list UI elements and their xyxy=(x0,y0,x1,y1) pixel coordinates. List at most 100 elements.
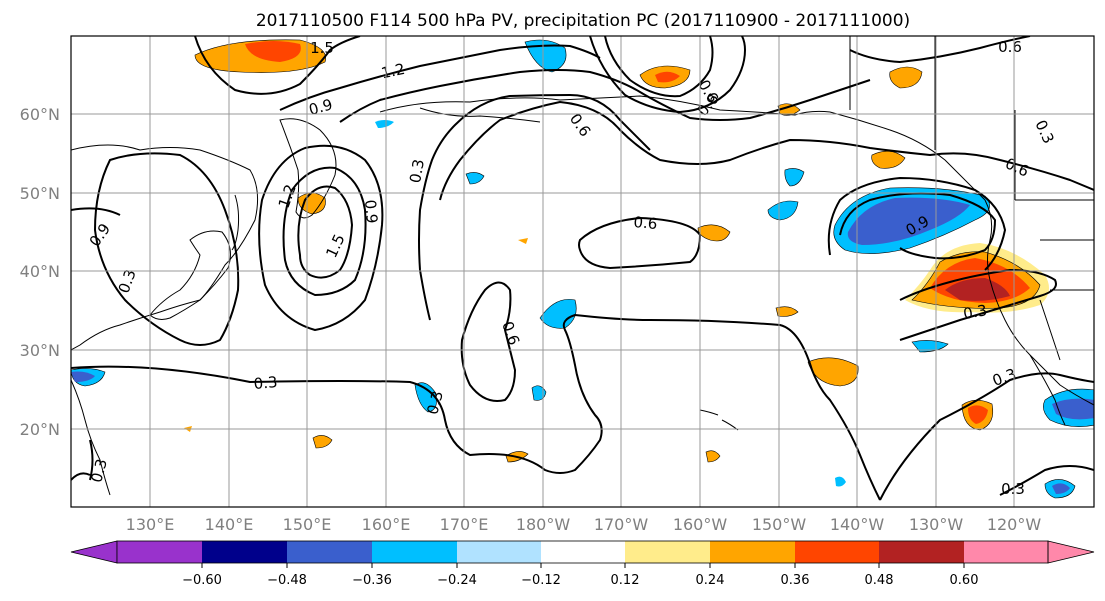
coastline-alaska xyxy=(379,95,831,116)
lon-label: 160°E xyxy=(362,515,411,534)
coastline-borders xyxy=(849,36,1094,361)
coastline-nw-america xyxy=(829,111,1094,406)
colorbar-segment xyxy=(964,541,1048,563)
map-panel: 1.5 1.2 0.9 0.6 0.3 0.6 0.3 0.9 0.3 0.6 … xyxy=(71,36,1094,507)
contour-1.5-top xyxy=(194,36,361,95)
coastline-philippines xyxy=(71,379,111,496)
lon-label: 170°E xyxy=(440,515,489,534)
precip-area-neg-3 xyxy=(784,168,805,187)
colorbar-tick-label: −0.36 xyxy=(352,573,392,588)
lon-label: 130°W xyxy=(909,515,964,534)
contour-label: 0.3 xyxy=(87,457,111,485)
colorbar: −0.60 −0.48 −0.36 −0.24 −0.12 0.12 0.24 … xyxy=(70,540,1095,588)
coastline-japan xyxy=(149,230,231,320)
contour-0.6-gulf xyxy=(827,176,1007,271)
colorbar-tick-label: 0.12 xyxy=(611,573,640,588)
lat-label: 60°N xyxy=(20,105,60,124)
lon-label: 150°E xyxy=(283,515,332,534)
contour-0.9-north xyxy=(339,69,871,123)
lat-label: 40°N xyxy=(20,262,60,281)
colorbar-segment xyxy=(795,541,879,563)
contour-0.3-west-coast xyxy=(899,268,1057,341)
gridlines xyxy=(71,36,1094,507)
colorbar-tick-label: −0.24 xyxy=(437,573,477,588)
lat-label: 50°N xyxy=(20,184,60,203)
contour-label: 0.3 xyxy=(406,158,428,185)
colorbar-frame xyxy=(116,540,1049,564)
latitude-labels: 60°N 50°N 40°N 30°N 20°N xyxy=(20,105,60,439)
precip-area-neg-2 xyxy=(767,200,799,221)
lat-label: 20°N xyxy=(20,420,60,439)
contour-1.5-arctic xyxy=(604,36,714,98)
coastline-aleutians xyxy=(419,107,541,123)
contour-0.3-south-right xyxy=(999,465,1094,496)
contour-0.9-kamchatka xyxy=(258,144,384,332)
precip-area-small-1 xyxy=(312,435,333,449)
lon-label: 150°W xyxy=(752,515,807,534)
contour-0.6-north xyxy=(439,100,1094,201)
contour-label: 0.9 xyxy=(361,199,381,224)
lon-label: 180°W xyxy=(516,515,571,534)
contour-1.2-kamchatka xyxy=(282,166,367,297)
precip-area-small-2 xyxy=(775,306,799,317)
contour-0.9-gulf xyxy=(839,192,997,260)
colorbar-tick-label: 0.60 xyxy=(950,573,979,588)
lon-label: 160°W xyxy=(673,515,728,534)
colorbar-segment xyxy=(287,541,372,563)
colorbar-tick-label: −0.60 xyxy=(182,573,222,588)
colorbar-segment xyxy=(625,541,710,563)
lon-label: 120°W xyxy=(987,515,1042,534)
contour-0.6-mid xyxy=(578,216,702,270)
contour-0.3-east xyxy=(879,372,1094,501)
contour-0.9-japan-left xyxy=(71,207,121,216)
contour-label: 0.6 xyxy=(998,38,1022,56)
colorbar-segment xyxy=(117,541,202,563)
contour-label: 0.3 xyxy=(1001,480,1025,498)
contour-label: 0.6 xyxy=(633,213,658,233)
contour-0.3-south xyxy=(71,313,881,501)
colorbar-tick-label: 0.24 xyxy=(696,573,725,588)
pv-contours xyxy=(71,36,1094,501)
contour-0.9-east-top xyxy=(849,36,1031,64)
contour-1.5-kamchatka xyxy=(297,185,354,279)
contour-0.9-japan xyxy=(93,152,240,346)
colorbar-segment xyxy=(541,541,625,563)
longitude-labels: 130°E 140°E 150°E 160°E 170°E 180°W 170°… xyxy=(126,515,1042,534)
colorbar-segment xyxy=(457,541,541,563)
colorbar-segment xyxy=(879,541,964,563)
precip-area-neg-10 xyxy=(911,340,949,353)
lon-label: 170°W xyxy=(594,515,649,534)
coastline-baja xyxy=(1029,354,1066,426)
contour-1.2-north xyxy=(279,44,601,111)
contour-label: 0.3 xyxy=(423,389,447,417)
colorbar-segment xyxy=(710,541,795,563)
precip-area-neg-north xyxy=(524,39,567,73)
coastline-kamchatka xyxy=(279,118,337,219)
contour-0.6-south-loop xyxy=(460,281,517,402)
precip-area-yukon xyxy=(889,66,923,89)
map-frame xyxy=(70,35,1095,508)
lon-label: 140°E xyxy=(205,515,254,534)
contour-label: 0.9 xyxy=(307,95,335,119)
colorbar-segment xyxy=(372,541,457,563)
colorbar-ticks xyxy=(201,563,965,568)
contour-label: 1.5 xyxy=(310,39,334,57)
precip-area-hawaii-ne xyxy=(807,357,859,387)
colorbar-tick-label: 0.36 xyxy=(781,573,810,588)
precip-negative-areas xyxy=(71,39,1094,499)
figure-title: 2017110500 F114 500 hPa PV, precipitatio… xyxy=(256,11,910,31)
colorbar-tick-label: −0.12 xyxy=(521,573,561,588)
colorbar-extend-left xyxy=(70,540,118,564)
contour-0.3-west xyxy=(71,439,94,481)
contour-1.2-arctic xyxy=(589,36,747,114)
precip-area-small-5 xyxy=(777,103,801,116)
colorbar-segment xyxy=(202,541,287,563)
coastline-asia xyxy=(71,144,259,351)
colorbar-tick-label: −0.48 xyxy=(267,573,307,588)
precip-area-small-3 xyxy=(705,450,721,463)
precip-area-neg-6 xyxy=(465,172,485,185)
colorbar-tick-label: 0.48 xyxy=(865,573,894,588)
contour-0.3-middle xyxy=(418,93,651,321)
lat-label: 30°N xyxy=(20,341,60,360)
